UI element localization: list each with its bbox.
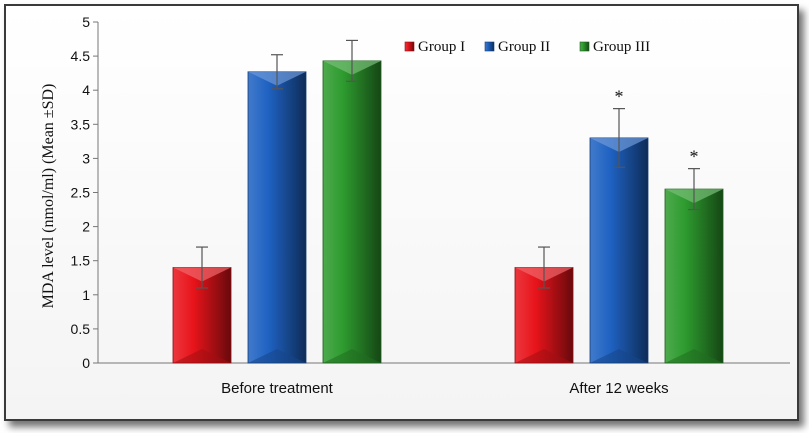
y-tick-label: 1 [82, 287, 90, 303]
error-bar [271, 54, 283, 90]
y-tick-label: 2.5 [71, 185, 91, 201]
bar-bottom-bevel [323, 349, 381, 363]
bars [172, 60, 724, 364]
y-tick-label: 5 [82, 14, 90, 30]
y-tick-label: 3 [82, 150, 90, 166]
error-bar [346, 39, 358, 82]
legend-item: Group I [404, 39, 465, 55]
bar-bottom-bevel [248, 349, 306, 363]
legend: Group I Group II Group III [404, 39, 650, 55]
error-bar [196, 246, 208, 289]
legend-item: Group II [484, 39, 550, 55]
bar [589, 137, 649, 364]
y-tick-label: 2 [82, 219, 90, 235]
significance-star: * [615, 87, 624, 107]
bar-group-ii-1 [247, 71, 307, 364]
y-tick-label: 1.5 [71, 253, 91, 269]
legend-item: Group III [579, 39, 650, 55]
legend-label: Group I [418, 39, 465, 55]
y-tick-label: 3.5 [71, 116, 91, 132]
bar-group-ii-2 [589, 137, 649, 364]
bar [664, 188, 724, 364]
legend-swatch [484, 41, 495, 52]
y-tick-label: 4 [82, 82, 90, 98]
legend-swatch [404, 41, 415, 52]
bar-bottom-bevel [665, 349, 723, 363]
x-category-label: Before treatment [221, 380, 334, 397]
bar-bottom-bevel [173, 349, 231, 363]
bar [322, 60, 382, 364]
significance-markers: ** [615, 87, 699, 167]
y-tick-label: 4.5 [71, 48, 91, 64]
significance-star: * [690, 147, 699, 167]
bar-group-iii-1 [322, 60, 382, 364]
x-category-label: After 12 weeks [569, 380, 668, 397]
bar-bottom-bevel [515, 349, 573, 363]
error-bars [196, 39, 700, 289]
y-tick-label: 0.5 [71, 321, 91, 337]
legend-label: Group III [593, 39, 650, 55]
bar-bottom-bevel [590, 349, 648, 363]
bar [247, 71, 307, 364]
bar-group-iii-2 [664, 188, 724, 364]
legend-label: Group II [498, 39, 550, 55]
error-bar [613, 108, 625, 168]
error-bar [688, 168, 700, 211]
y-axis-label: MDA level (nmol/ml) (Mean ±SD) [40, 84, 57, 309]
y-tick-label: 0 [82, 355, 90, 371]
error-bar [538, 246, 550, 289]
legend-swatch [579, 41, 590, 52]
